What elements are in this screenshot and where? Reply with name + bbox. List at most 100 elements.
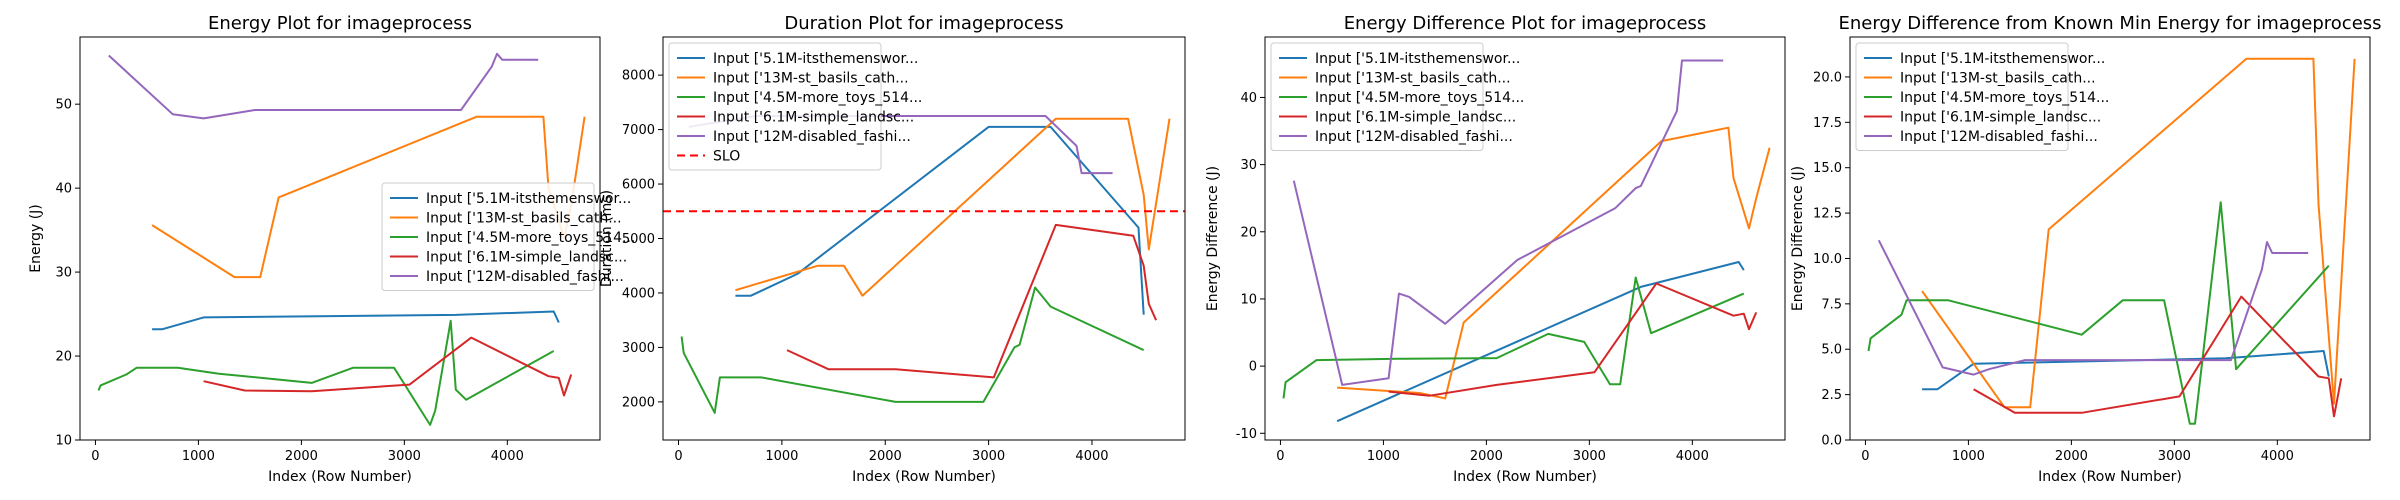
series-line-3 xyxy=(680,286,1145,414)
plot-frame xyxy=(79,36,601,441)
y-tick-label: 17.5 xyxy=(1813,116,1842,131)
y-tick-label: 10 xyxy=(55,434,72,449)
y-tick-label: 2000 xyxy=(622,395,655,410)
y-tick-label: 4000 xyxy=(622,286,655,301)
legend-entry: Input ['13M-st_basils_cath... xyxy=(1315,71,1511,87)
series-line-5 xyxy=(108,52,539,120)
y-tick-label: 7000 xyxy=(622,123,655,138)
y-tick-label: -10 xyxy=(1236,427,1257,442)
legend-box xyxy=(1270,42,1484,151)
x-tick-label: 3000 xyxy=(972,449,1005,464)
x-tick-label: 4000 xyxy=(1075,449,1108,464)
legend-entry: Input ['13M-st_basils_cath... xyxy=(1900,71,2096,87)
chart-title: Duration Plot for imageprocess xyxy=(784,13,1063,34)
y-tick-label: 12.5 xyxy=(1813,207,1842,222)
chart-title: Energy Difference from Known Min Energy … xyxy=(1838,13,2381,34)
y-tick-label: 20 xyxy=(1240,225,1257,240)
chart-panel-3: Energy Difference Plot for imageprocess 0… xyxy=(1205,13,1786,485)
x-tick-label: 2000 xyxy=(869,449,902,464)
series-line-4 xyxy=(1388,282,1758,397)
y-axis-label: Energy (J) xyxy=(28,204,44,273)
legend-entry: Input ['12M-disabled_fashi... xyxy=(713,129,911,145)
y-tick-label: 6000 xyxy=(622,178,655,193)
x-axis-label: Index (Row Number) xyxy=(2038,469,2182,485)
y-tick-label: 20 xyxy=(55,350,72,365)
legend-box xyxy=(668,42,882,171)
legend-entry: Input ['12M-disabled_fashi... xyxy=(1900,129,2098,145)
y-axis-label: Duration (ms) xyxy=(599,190,615,287)
legend-entry: Input ['4.5M-more_toys_514... xyxy=(1900,90,2109,106)
x-tick-label: 4000 xyxy=(491,449,524,464)
series-line-2 xyxy=(1921,57,2356,409)
y-axis-label: Energy Difference (J) xyxy=(1790,166,1806,311)
legend-box xyxy=(381,182,595,291)
series-group xyxy=(663,115,1185,414)
x-tick-label: 1000 xyxy=(765,449,798,464)
legend: Input ['5.1M-itsthemenswor... Input ['13M… xyxy=(668,42,922,171)
series-line-3 xyxy=(97,319,555,426)
series-line-1 xyxy=(1336,261,1745,423)
y-tick-label: 5.0 xyxy=(1821,343,1842,358)
plot-frame xyxy=(1849,36,2371,441)
series-line-1 xyxy=(735,125,1145,315)
legend-entry: Input ['4.5M-more_toys_514... xyxy=(1315,90,1524,106)
chart-panel-1: Energy Plot for imageprocess 0 1000 2000 300… xyxy=(28,13,635,485)
x-tick-label: 1000 xyxy=(1367,449,1400,464)
legend: Input ['5.1M-itsthemenswor... Input ['13M… xyxy=(1855,42,2109,151)
x-tick-label: 3000 xyxy=(1573,449,1606,464)
series-group xyxy=(1867,57,2356,425)
y-tick-label: 50 xyxy=(55,98,72,113)
legend-entry: Input ['5.1M-itsthemenswor... xyxy=(1900,51,2105,67)
legend-entry: Input ['5.1M-itsthemenswor... xyxy=(1315,51,1520,67)
chart-panel-4: Energy Difference from Known Min Energy … xyxy=(1790,13,2382,485)
x-tick-label: 2000 xyxy=(2055,449,2088,464)
x-tick-label: 3000 xyxy=(2158,449,2191,464)
legend-entry: SLO xyxy=(713,149,740,165)
y-tick-label: 15.0 xyxy=(1813,161,1842,176)
y-tick-label: 30 xyxy=(1240,158,1257,173)
series-line-4 xyxy=(786,223,1158,379)
y-tick-label: 2.5 xyxy=(1821,388,1842,403)
series-line-1 xyxy=(1922,350,2330,391)
series-line-4 xyxy=(1973,295,2343,418)
series-group xyxy=(1282,59,1771,423)
legend-entry: Input ['12M-disabled_fashi... xyxy=(426,269,624,285)
x-tick-label: 0 xyxy=(674,449,682,464)
legend: Input ['5.1M-itsthemenswor... Input ['13M… xyxy=(1270,42,1524,151)
plot-frame xyxy=(662,36,1186,441)
legend-entry: Input ['13M-st_basils_cath... xyxy=(713,71,909,87)
x-tick-label: 0 xyxy=(91,449,99,464)
legend-entry: Input ['4.5M-more_toys_514... xyxy=(426,230,635,246)
chart-title: Energy Difference Plot for imageprocess xyxy=(1344,13,1707,34)
legend-entry: Input ['6.1M-simple_landsc... xyxy=(1900,110,2101,126)
y-tick-label: 20.0 xyxy=(1813,70,1842,85)
y-tick-label: 0 xyxy=(1249,360,1257,375)
x-tick-label: 4000 xyxy=(1676,449,1709,464)
chart-title: Energy Plot for imageprocess xyxy=(208,13,472,34)
x-tick-label: 1000 xyxy=(1952,449,1985,464)
x-tick-label: 3000 xyxy=(388,449,421,464)
y-tick-label: 40 xyxy=(55,182,72,197)
x-axis-label: Index (Row Number) xyxy=(268,469,412,485)
legend-entry: Input ['13M-st_basils_cath... xyxy=(426,211,622,227)
y-tick-label: 3000 xyxy=(622,341,655,356)
x-tick-label: 2000 xyxy=(285,449,318,464)
y-tick-label: 30 xyxy=(55,266,72,281)
x-tick-label: 2000 xyxy=(1470,449,1503,464)
x-axis-label: Index (Row Number) xyxy=(852,469,996,485)
series-line-3 xyxy=(1867,201,2330,425)
series-line-4 xyxy=(203,336,573,397)
legend-entry: Input ['6.1M-simple_landsc... xyxy=(426,250,627,266)
y-tick-label: 10 xyxy=(1240,292,1257,307)
y-tick-label: 40 xyxy=(1240,91,1257,106)
series-line-5 xyxy=(1292,59,1724,386)
y-tick-label: 5000 xyxy=(622,232,655,247)
y-axis-label: Energy Difference (J) xyxy=(1205,166,1221,311)
y-tick-label: 10.0 xyxy=(1813,252,1842,267)
legend-entry: Input ['6.1M-simple_landsc... xyxy=(1315,110,1516,126)
series-line-5 xyxy=(1877,239,2309,376)
legend-entry: Input ['4.5M-more_toys_514... xyxy=(713,90,922,106)
x-tick-label: 4000 xyxy=(2261,449,2294,464)
chart-panel-2: Duration Plot for imageprocess 0 1000 2000 3… xyxy=(599,13,1186,485)
